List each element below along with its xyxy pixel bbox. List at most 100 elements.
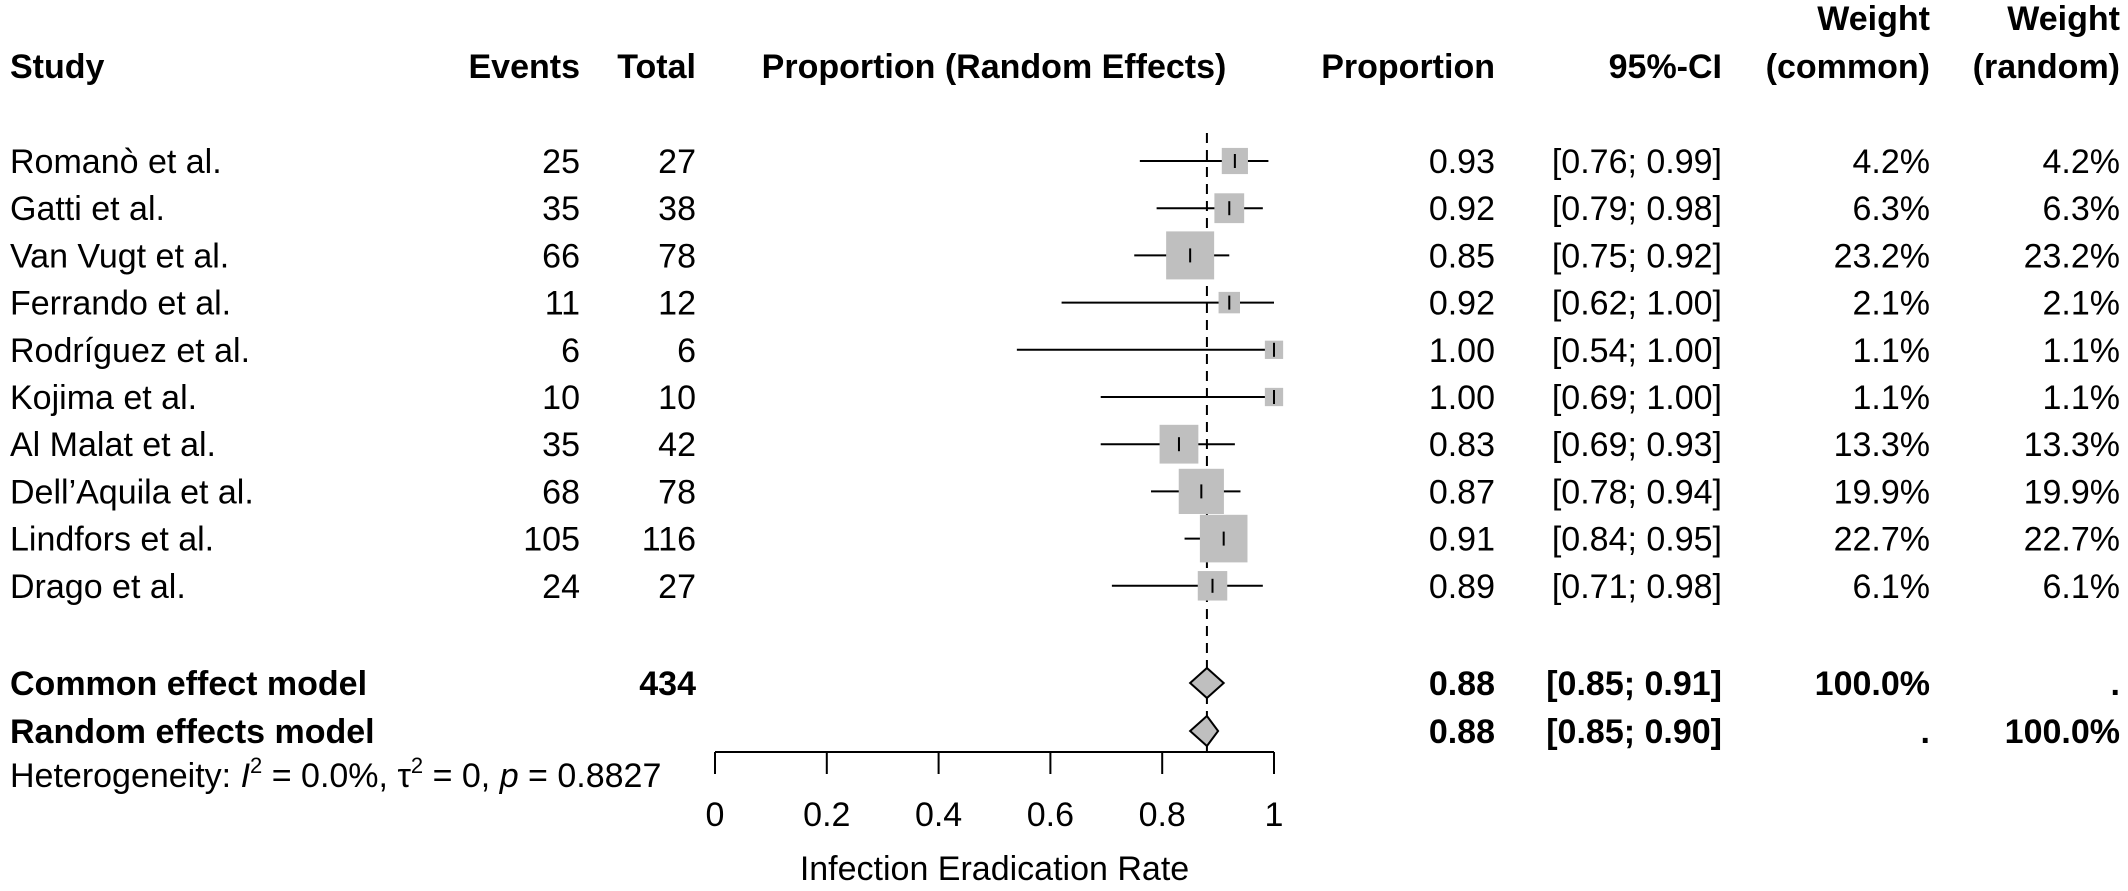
study-name: Ferrando et al. <box>10 285 231 323</box>
study-ci: [0.78; 0.94] <box>1552 473 1722 511</box>
study-events: 6 <box>561 332 580 370</box>
study-name: Van Vugt et al. <box>10 237 229 275</box>
table-row: Drago et al. 24 27 0.89 [0.71; 0.98] 6.1% 6.1% <box>10 568 2120 606</box>
summary-weight-random: 100.0% <box>2005 713 2120 751</box>
study-events: 11 <box>545 285 580 323</box>
header-row: Study Events Total Proportion (Random Ef… <box>10 0 2120 86</box>
study-proportion: 0.83 <box>1429 426 1495 464</box>
study-total: 38 <box>658 190 696 228</box>
study-ci: [0.54; 1.00] <box>1552 332 1722 370</box>
header-weight-random-2: (random) <box>1973 48 2120 86</box>
study-events: 68 <box>542 473 580 511</box>
table-row: Rodríguez et al. 6 6 1.00 [0.54; 1.00] 1.1% 1.… <box>10 332 2120 370</box>
study-weight-random: 6.3% <box>2043 190 2121 228</box>
study-name: Lindfors et al. <box>10 521 214 559</box>
study-proportion: 0.92 <box>1429 190 1495 228</box>
study-name: Al Malat et al. <box>10 426 216 464</box>
x-tick-label: 0.6 <box>1027 796 1074 834</box>
summary-ci: [0.85; 0.91] <box>1546 665 1722 703</box>
het-p-value: = 0.8827 <box>519 757 662 795</box>
study-ci: [0.79; 0.98] <box>1552 190 1722 228</box>
x-tick-label: 0.8 <box>1139 796 1186 834</box>
het-i-symbol: I <box>241 757 251 795</box>
study-proportion: 0.85 <box>1429 237 1495 275</box>
study-weight-random: 1.1% <box>2043 379 2121 417</box>
table-row: Al Malat et al. 35 42 0.83 [0.69; 0.93] 13.3%… <box>10 426 2120 464</box>
summary-diamond <box>1188 714 1220 748</box>
study-events: 66 <box>542 237 580 275</box>
heterogeneity-text: Heterogeneity: I2 = 0.0%, τ2 = 0, p = 0.… <box>10 753 661 795</box>
study-name: Kojima et al. <box>10 379 197 417</box>
summary-name: Random effects model <box>10 713 375 751</box>
study-total: 42 <box>658 426 696 464</box>
header-weight-random-1: Weight <box>2007 0 2120 38</box>
summary-weight-random: . <box>2111 665 2120 703</box>
summary-row: Common effect model 434 0.88 [0.85; 0.91] 10… <box>10 665 2120 703</box>
table-row: Ferrando et al. 11 12 0.92 [0.62; 1.00] 2.1% 2… <box>10 285 2120 323</box>
header-weight-common-2: (common) <box>1766 48 1930 86</box>
study-total: 27 <box>658 143 696 181</box>
study-total: 27 <box>658 568 696 606</box>
study-weight-common: 2.1% <box>1853 285 1931 323</box>
summary-total: 434 <box>639 665 696 703</box>
study-weight-common: 23.2% <box>1834 237 1930 275</box>
study-events: 105 <box>523 521 580 559</box>
header-events: Events <box>469 48 581 86</box>
study-proportion: 0.89 <box>1429 568 1495 606</box>
summary-row: Random effects model 0.88 [0.85; 0.90]. 100… <box>10 713 2120 751</box>
study-name: Dell’Aquila et al. <box>10 473 254 511</box>
study-name: Rodríguez et al. <box>10 332 250 370</box>
x-tick-label: 0 <box>706 796 725 834</box>
study-total: 78 <box>658 473 696 511</box>
table-row: Lindfors et al. 105 116 0.91 [0.84; 0.95] 22.… <box>10 521 2120 559</box>
x-tick-label: 0.2 <box>803 796 850 834</box>
study-weight-random: 23.2% <box>2024 237 2120 275</box>
study-weight-common: 19.9% <box>1834 473 1930 511</box>
table-row: Gatti et al. 35 38 0.92 [0.79; 0.98] 6.3% 6.3% <box>10 190 2120 228</box>
study-weight-random: 4.2% <box>2043 143 2121 181</box>
study-ci: [0.75; 0.92] <box>1552 237 1722 275</box>
study-total: 116 <box>642 521 696 559</box>
study-events: 35 <box>542 426 580 464</box>
het-p-symbol: p <box>499 757 519 795</box>
summary-proportion: 0.88 <box>1429 665 1495 703</box>
study-weight-random: 2.1% <box>2043 285 2121 323</box>
summary-name: Common effect model <box>10 665 367 703</box>
summary-ci: [0.85; 0.90] <box>1546 713 1722 751</box>
het-tau-symbol: τ <box>397 757 411 795</box>
study-weight-common: 6.1% <box>1853 568 1931 606</box>
x-tick-label: 0.4 <box>915 796 962 834</box>
study-weight-common: 1.1% <box>1853 332 1931 370</box>
header-study: Study <box>10 48 105 86</box>
study-weight-common: 4.2% <box>1853 143 1931 181</box>
study-proportion: 1.00 <box>1429 379 1495 417</box>
study-weight-common: 6.3% <box>1853 190 1931 228</box>
study-events: 10 <box>542 379 580 417</box>
table-row: Kojima et al. 10 10 1.00 [0.69; 1.00] 1.1% 1.1… <box>10 379 2120 417</box>
table-row: Romanò et al. 25 27 0.93 [0.76; 0.99] 4.2% 4.2… <box>10 143 2120 181</box>
study-weight-random: 1.1% <box>2043 332 2121 370</box>
het-tau-sup: 2 <box>411 753 423 778</box>
study-total: 78 <box>658 237 696 275</box>
study-events: 25 <box>542 143 580 181</box>
study-name: Drago et al. <box>10 568 186 606</box>
study-proportion: 0.93 <box>1429 143 1495 181</box>
study-proportion: 1.00 <box>1429 332 1495 370</box>
summary-weight-common: 100.0% <box>1815 665 1930 703</box>
x-axis: 0 0.2 0.4 0.6 0.8 1 Infection Eradication Rate <box>706 751 1283 888</box>
study-weight-random: 22.7% <box>2024 521 2120 559</box>
header-total: Total <box>617 48 696 86</box>
het-i-sup: 2 <box>250 753 262 778</box>
table-row: Van Vugt et al. 66 78 0.85 [0.75; 0.92] 23.2%… <box>10 237 2120 275</box>
study-proportion: 0.87 <box>1429 473 1495 511</box>
table-row: Dell’Aquila et al. 68 78 0.87 [0.78; 0.94] 19… <box>10 473 2120 511</box>
study-name: Gatti et al. <box>10 190 165 228</box>
study-weight-common: 1.1% <box>1853 379 1931 417</box>
study-ci: [0.84; 0.95] <box>1552 521 1722 559</box>
study-name: Romanò et al. <box>10 143 222 181</box>
study-proportion: 0.92 <box>1429 285 1495 323</box>
study-weight-common: 22.7% <box>1834 521 1930 559</box>
summary-rows: Common effect model 434 0.88 [0.85; 0.91] 10… <box>10 665 2120 751</box>
summary-diamond <box>1188 666 1226 700</box>
